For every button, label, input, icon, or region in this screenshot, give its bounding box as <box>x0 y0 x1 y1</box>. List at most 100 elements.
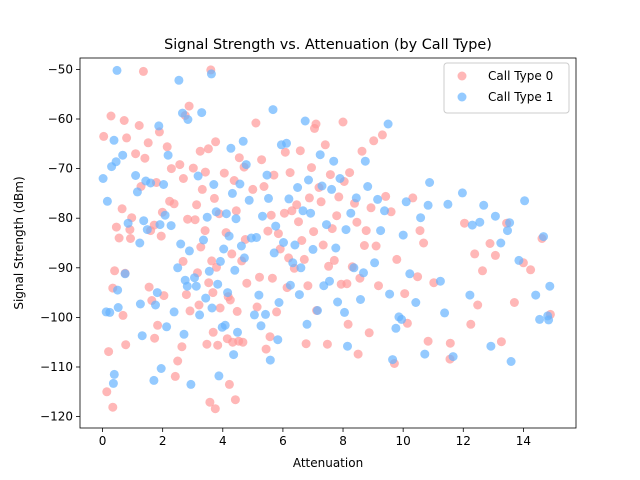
data-point <box>211 137 221 147</box>
data-point <box>509 298 519 307</box>
data-point <box>151 300 160 310</box>
data-point <box>114 233 124 243</box>
data-point <box>205 397 215 407</box>
data-point <box>329 156 339 166</box>
data-point <box>271 221 281 231</box>
data-point <box>138 66 148 76</box>
data-point <box>166 221 176 231</box>
data-point <box>287 206 297 216</box>
data-point <box>349 263 359 273</box>
data-point <box>238 337 248 347</box>
data-point <box>311 119 321 129</box>
data-point <box>156 231 166 241</box>
data-point <box>416 213 426 223</box>
data-point <box>366 203 376 213</box>
data-point <box>213 279 223 289</box>
data-point <box>299 254 309 264</box>
data-point <box>142 225 152 235</box>
data-point <box>190 215 200 225</box>
data-point <box>135 299 145 309</box>
data-point <box>121 340 131 350</box>
data-point <box>490 211 500 221</box>
data-point <box>381 191 391 201</box>
data-point <box>331 243 341 253</box>
data-point <box>297 236 307 245</box>
y-axis-label: Signal Strength (dBm) <box>12 176 26 309</box>
x-tick-label: 14 <box>516 434 531 448</box>
data-point <box>385 289 395 299</box>
data-point <box>169 199 179 209</box>
data-point <box>178 174 188 183</box>
data-point <box>162 142 172 152</box>
data-point <box>425 178 435 187</box>
data-point <box>186 379 196 389</box>
data-point <box>208 327 218 337</box>
data-point <box>135 238 145 248</box>
data-point <box>255 272 264 282</box>
data-point <box>371 241 381 251</box>
data-point <box>296 263 306 273</box>
data-point <box>262 170 272 180</box>
data-point <box>485 239 495 248</box>
data-point <box>272 307 282 317</box>
data-point <box>224 379 234 389</box>
data-point <box>298 206 308 216</box>
data-point <box>123 218 133 228</box>
data-point <box>184 246 194 256</box>
data-point <box>266 210 276 220</box>
data-point <box>181 290 191 300</box>
data-point <box>219 168 229 178</box>
data-point <box>351 193 361 203</box>
y-tick-label: −80 <box>48 211 73 225</box>
x-tick-label: 12 <box>456 434 471 448</box>
data-point <box>225 295 235 305</box>
data-point <box>122 133 132 143</box>
data-point <box>137 331 147 341</box>
legend: Call Type 0 Call Type 1 <box>443 62 570 114</box>
data-point <box>353 349 363 359</box>
data-point <box>304 175 313 185</box>
data-point <box>486 341 496 351</box>
data-point <box>203 144 213 154</box>
data-point <box>191 281 201 291</box>
data-point <box>361 226 371 236</box>
data-point <box>364 328 374 338</box>
data-point <box>400 289 410 299</box>
data-point <box>306 208 316 218</box>
data-point <box>159 180 169 189</box>
y-tick-label: −110 <box>40 360 73 374</box>
data-point <box>108 402 118 412</box>
data-point <box>202 339 212 349</box>
data-point <box>139 216 149 226</box>
data-point <box>267 273 277 283</box>
data-point <box>388 355 398 365</box>
data-point <box>415 226 425 236</box>
data-point <box>269 248 279 258</box>
data-point <box>206 69 216 79</box>
x-tick-label: 4 <box>219 434 227 448</box>
data-point <box>423 336 433 346</box>
data-point <box>176 239 186 249</box>
data-point <box>150 333 160 343</box>
data-point <box>195 310 205 320</box>
data-point <box>232 306 242 316</box>
data-point <box>254 290 264 300</box>
data-point <box>177 342 187 352</box>
data-point <box>285 168 295 178</box>
y-tick-label: −100 <box>40 310 73 324</box>
data-point <box>204 278 214 288</box>
data-point <box>241 160 251 170</box>
data-point <box>185 306 195 316</box>
data-point <box>320 140 330 150</box>
data-point <box>303 281 313 291</box>
data-point <box>301 339 311 349</box>
data-point <box>420 349 430 359</box>
data-point <box>343 341 352 351</box>
data-point <box>210 404 220 414</box>
data-point <box>173 356 183 366</box>
data-point <box>333 297 343 307</box>
data-point <box>152 288 162 298</box>
data-point <box>200 167 210 177</box>
data-point <box>356 295 365 304</box>
data-point <box>505 218 515 228</box>
